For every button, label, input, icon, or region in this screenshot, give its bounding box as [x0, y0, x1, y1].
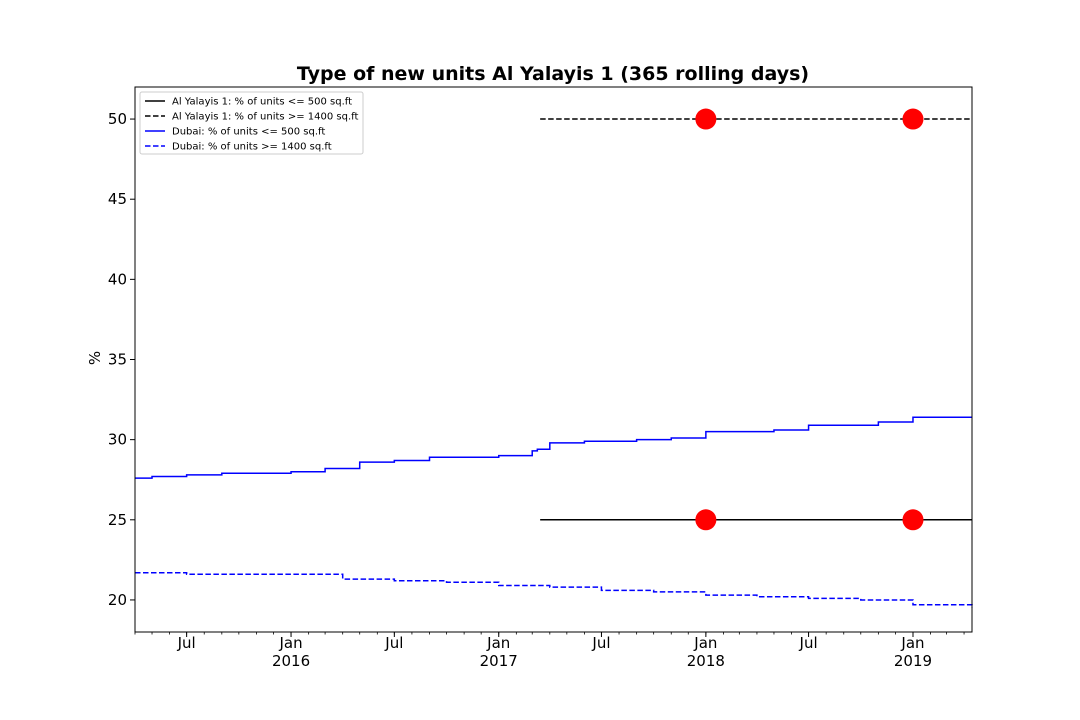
- x-tick-year-label: 2019: [894, 652, 932, 670]
- y-tick-label: 20: [108, 591, 127, 609]
- data-point-2-2: [902, 108, 924, 130]
- x-tick-label: Jul: [591, 634, 610, 652]
- x-tick-label: Jan: [900, 634, 924, 652]
- series-line-4: [135, 571, 973, 608]
- x-tick-year-label: 2016: [272, 652, 310, 670]
- legend-entry-3: Dubai: % of units <= 500 sq.ft: [172, 127, 325, 138]
- x-tick-year-label: 2018: [687, 652, 725, 670]
- y-tick-label: 50: [108, 110, 127, 128]
- data-point-2-1: [695, 108, 717, 130]
- legend: Al Yalayis 1: % of units <= 500 sq.ft Al …: [139, 91, 364, 155]
- legend-entry-1: Al Yalayis 1: % of units <= 500 sq.ft: [172, 97, 352, 108]
- x-tick-label: Jul: [177, 634, 196, 652]
- y-axis-label: %: [86, 351, 104, 365]
- y-tick-label: 45: [108, 190, 127, 208]
- x-tick-label: Jan: [486, 634, 510, 652]
- chart-title: Type of new units Al Yalayis 1 (365 roll…: [297, 63, 809, 85]
- x-tick-label: Jul: [384, 634, 403, 652]
- plot-area: [134, 86, 973, 633]
- x-tick-label: Jan: [278, 634, 302, 652]
- y-axis: 20 25 30 35 40 45 50: [108, 110, 135, 609]
- data-point-1-2: [902, 509, 924, 531]
- legend-entry-2: Al Yalayis 1: % of units >= 1400 sq.ft: [172, 112, 358, 123]
- legend-box: [139, 91, 364, 155]
- x-tick-label: Jul: [799, 634, 818, 652]
- y-tick-label: 25: [108, 511, 127, 529]
- x-tick-label: Jan: [693, 634, 717, 652]
- series-line-3: [135, 416, 972, 479]
- legend-entry-4: Dubai: % of units >= 1400 sq.ft: [172, 142, 332, 153]
- y-tick-label: 30: [108, 431, 127, 449]
- data-point-1-1: [695, 509, 717, 531]
- x-tick-year-label: 2017: [480, 652, 518, 670]
- plot-frame: [134, 86, 973, 633]
- y-tick-label: 35: [108, 351, 127, 369]
- y-tick-label: 40: [108, 270, 127, 288]
